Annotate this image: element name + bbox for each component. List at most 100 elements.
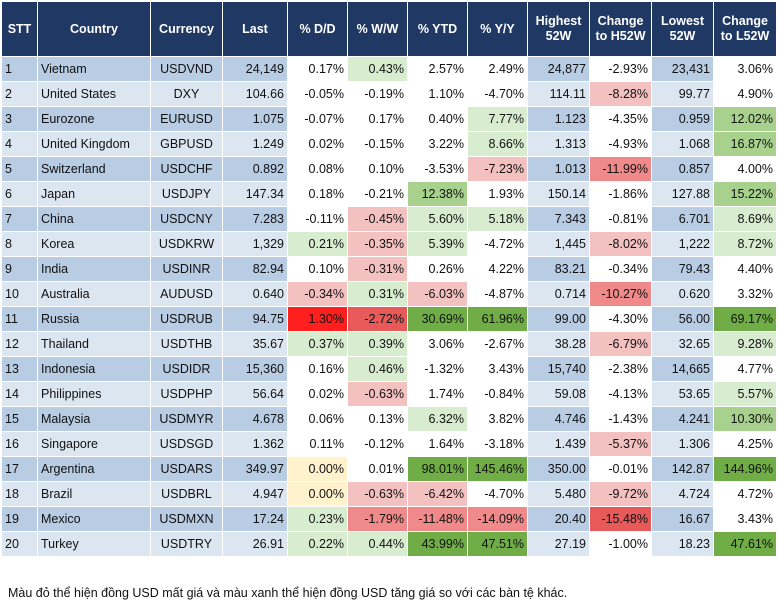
cell-stt: 2 (1, 81, 38, 107)
cell-pct-yy: 4.22% (467, 256, 528, 282)
cell-change-to-l52w: 5.57% (713, 381, 777, 407)
cell-pct-dd: -0.11% (287, 206, 348, 232)
cell-lowest-52w: 4.724 (651, 481, 714, 507)
cell-pct-yy: -4.87% (467, 281, 528, 307)
cell-country: India (37, 256, 151, 282)
cell-country: Malaysia (37, 406, 151, 432)
cell-lowest-52w: 18.23 (651, 531, 714, 557)
cell-pct-yy: -0.84% (467, 381, 528, 407)
cell-stt: 17 (1, 456, 38, 482)
header-pct-ytd: % YTD (407, 1, 468, 57)
cell-currency: AUDUSD (150, 281, 223, 307)
cell-stt: 11 (1, 306, 38, 332)
cell-highest-52w: 5.480 (527, 481, 590, 507)
cell-pct-dd: 0.21% (287, 231, 348, 257)
cell-pct-dd: 0.16% (287, 356, 348, 382)
cell-stt: 1 (1, 56, 38, 82)
header-stt: STT (1, 1, 38, 57)
cell-change-to-h52w: -4.30% (589, 306, 652, 332)
cell-pct-ww: 0.10% (347, 156, 408, 182)
table-body: 1 Vietnam USDVND 24,149 0.17% 0.43% 2.57% 2.49%… (1, 56, 777, 557)
cell-highest-52w: 4.746 (527, 406, 590, 432)
cell-change-to-l52w: 4.90% (713, 81, 777, 107)
cell-country: United Kingdom (37, 131, 151, 157)
cell-pct-yy: -7.23% (467, 156, 528, 182)
cell-stt: 18 (1, 481, 38, 507)
cell-change-to-l52w: 3.43% (713, 506, 777, 532)
cell-last: 1.362 (222, 431, 288, 457)
cell-pct-yy: -2.67% (467, 331, 528, 357)
header-lowest-52w: Lowest 52W (651, 1, 714, 57)
table-row: 6 Japan USDJPY 147.34 0.18% -0.21% 12.38% 1.93%… (1, 181, 777, 207)
cell-currency: USDINR (150, 256, 223, 282)
cell-currency: USDKRW (150, 231, 223, 257)
cell-lowest-52w: 79.43 (651, 256, 714, 282)
cell-stt: 20 (1, 531, 38, 557)
cell-highest-52w: 1.013 (527, 156, 590, 182)
cell-pct-dd: -0.07% (287, 106, 348, 132)
cell-highest-52w: 1.439 (527, 431, 590, 457)
cell-change-to-h52w: -15.48% (589, 506, 652, 532)
cell-change-to-l52w: 12.02% (713, 106, 777, 132)
cell-country: Japan (37, 181, 151, 207)
cell-stt: 8 (1, 231, 38, 257)
cell-highest-52w: 1,445 (527, 231, 590, 257)
cell-last: 0.892 (222, 156, 288, 182)
cell-pct-dd: 0.23% (287, 506, 348, 532)
cell-change-to-h52w: -0.81% (589, 206, 652, 232)
cell-pct-dd: 0.00% (287, 456, 348, 482)
cell-pct-dd: -0.34% (287, 281, 348, 307)
header-pct-ww: % W/W (347, 1, 408, 57)
cell-pct-ww: 0.44% (347, 531, 408, 557)
cell-country: Eurozone (37, 106, 151, 132)
table-row: 5 Switzerland USDCHF 0.892 0.08% 0.10% -3.53% -… (1, 156, 777, 182)
cell-country: Turkey (37, 531, 151, 557)
cell-country: Indonesia (37, 356, 151, 382)
cell-pct-ytd: -6.03% (407, 281, 468, 307)
cell-last: 4.678 (222, 406, 288, 432)
cell-pct-ytd: 5.39% (407, 231, 468, 257)
cell-change-to-h52w: -0.01% (589, 456, 652, 482)
cell-pct-ww: -0.35% (347, 231, 408, 257)
cell-pct-ytd: 12.38% (407, 181, 468, 207)
header-row: STT Country Currency Last % D/D % W/W % … (1, 1, 777, 57)
cell-pct-yy: 47.51% (467, 531, 528, 557)
cell-lowest-52w: 127.88 (651, 181, 714, 207)
cell-pct-ww: -0.15% (347, 131, 408, 157)
cell-lowest-52w: 0.959 (651, 106, 714, 132)
cell-change-to-h52w: -8.28% (589, 81, 652, 107)
cell-currency: GBPUSD (150, 131, 223, 157)
cell-pct-ytd: -11.48% (407, 506, 468, 532)
cell-highest-52w: 99.00 (527, 306, 590, 332)
table-row: 11 Russia USDRUB 94.75 1.30% -2.72% 30.69% 61.9… (1, 306, 777, 332)
header-currency: Currency (150, 1, 223, 57)
cell-last: 56.64 (222, 381, 288, 407)
cell-stt: 9 (1, 256, 38, 282)
cell-pct-yy: 2.49% (467, 56, 528, 82)
cell-pct-ytd: 0.26% (407, 256, 468, 282)
cell-lowest-52w: 16.67 (651, 506, 714, 532)
cell-pct-ww: 0.17% (347, 106, 408, 132)
table-row: 18 Brazil USDBRL 4.947 0.00% -0.63% -6.42% -4.7… (1, 481, 777, 507)
cell-country: Vietnam (37, 56, 151, 82)
cell-pct-ww: 0.43% (347, 56, 408, 82)
cell-highest-52w: 350.00 (527, 456, 590, 482)
table-row: 1 Vietnam USDVND 24,149 0.17% 0.43% 2.57% 2.49%… (1, 56, 777, 82)
cell-pct-dd: 0.37% (287, 331, 348, 357)
header-highest-52w: Highest 52W (527, 1, 590, 57)
cell-country: Russia (37, 306, 151, 332)
cell-highest-52w: 59.08 (527, 381, 590, 407)
cell-pct-ww: -0.45% (347, 206, 408, 232)
cell-change-to-l52w: 8.69% (713, 206, 777, 232)
cell-pct-dd: 0.00% (287, 481, 348, 507)
cell-last: 104.66 (222, 81, 288, 107)
table-row: 9 India USDINR 82.94 0.10% -0.31% 0.26% 4.22% 83… (1, 256, 777, 282)
cell-pct-ww: -0.63% (347, 481, 408, 507)
cell-currency: USDMXN (150, 506, 223, 532)
cell-last: 17.24 (222, 506, 288, 532)
cell-currency: USDCHF (150, 156, 223, 182)
cell-pct-ytd: 6.32% (407, 406, 468, 432)
cell-country: Australia (37, 281, 151, 307)
header-pct-dd: % D/D (287, 1, 348, 57)
cell-country: Brazil (37, 481, 151, 507)
